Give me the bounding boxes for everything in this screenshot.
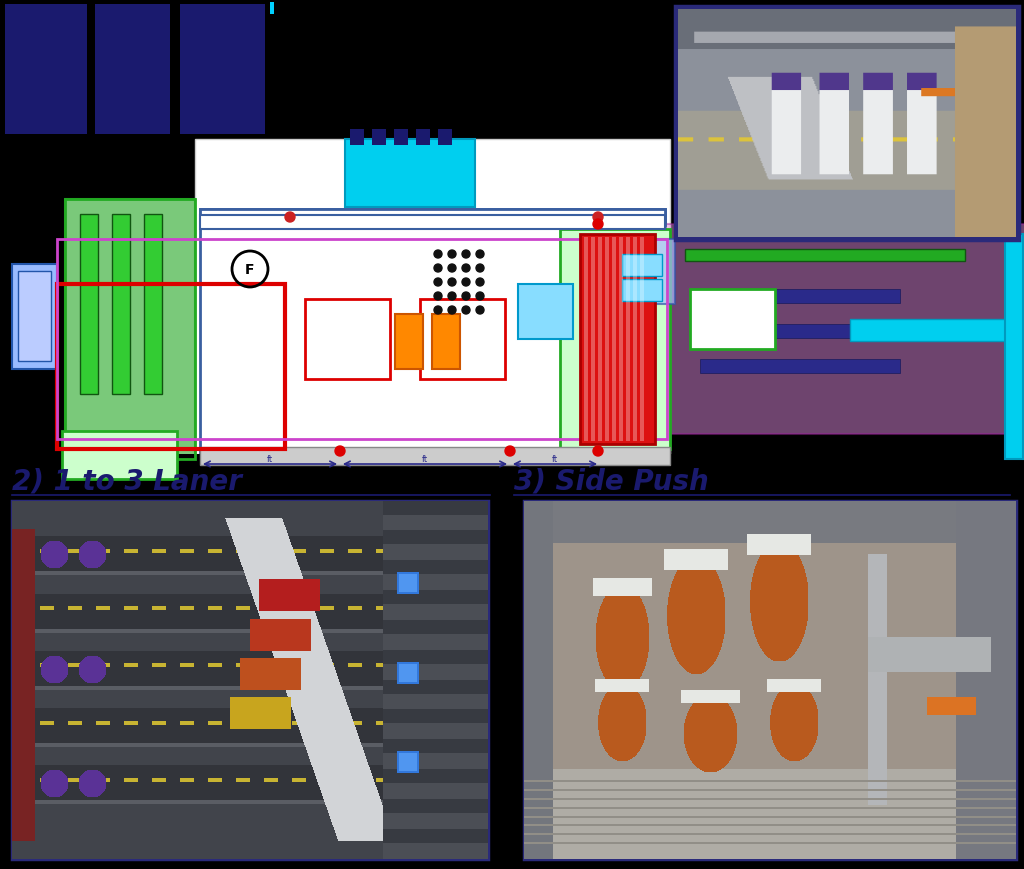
Bar: [626, 238, 630, 441]
Bar: [1005, 235, 1023, 460]
Bar: [200, 216, 665, 229]
Bar: [12, 265, 57, 369]
Circle shape: [449, 265, 456, 273]
Bar: [432, 315, 460, 369]
Bar: [560, 229, 670, 449]
Circle shape: [434, 293, 442, 301]
Bar: [200, 209, 665, 226]
Bar: [270, 3, 274, 15]
Bar: [685, 249, 965, 262]
Circle shape: [434, 279, 442, 287]
Circle shape: [476, 293, 484, 301]
Circle shape: [462, 251, 470, 259]
Bar: [584, 238, 588, 441]
Bar: [618, 238, 623, 441]
Bar: [518, 285, 573, 340]
Bar: [598, 238, 602, 441]
Bar: [678, 10, 1016, 238]
Bar: [622, 255, 662, 276]
Circle shape: [449, 293, 456, 301]
Bar: [524, 501, 1016, 859]
Bar: [345, 140, 475, 208]
Bar: [65, 200, 195, 460]
Circle shape: [449, 307, 456, 315]
Bar: [144, 215, 162, 395]
Circle shape: [462, 279, 470, 287]
Text: F: F: [246, 262, 255, 276]
Bar: [700, 360, 900, 374]
Bar: [580, 235, 655, 444]
Circle shape: [462, 265, 470, 273]
Bar: [62, 432, 177, 480]
Bar: [65, 200, 195, 460]
Bar: [395, 315, 423, 369]
Circle shape: [462, 293, 470, 301]
Circle shape: [434, 307, 442, 315]
Bar: [591, 238, 595, 441]
Text: 3) Side Push: 3) Side Push: [514, 468, 709, 495]
Circle shape: [593, 213, 603, 222]
Circle shape: [434, 251, 442, 259]
Bar: [305, 300, 390, 380]
Bar: [95, 5, 170, 135]
Bar: [640, 238, 644, 441]
Bar: [80, 215, 98, 395]
Bar: [112, 215, 130, 395]
Circle shape: [476, 265, 484, 273]
Bar: [690, 289, 775, 349]
Bar: [850, 320, 1010, 342]
Bar: [394, 129, 408, 146]
Circle shape: [335, 447, 345, 456]
Circle shape: [593, 220, 603, 229]
Bar: [372, 129, 386, 146]
Bar: [200, 209, 665, 454]
Bar: [612, 238, 616, 441]
Circle shape: [476, 279, 484, 287]
Circle shape: [462, 307, 470, 315]
Text: 2) 1 to 3 Laner: 2) 1 to 3 Laner: [12, 468, 242, 495]
Text: ft: ft: [422, 454, 428, 463]
Circle shape: [449, 279, 456, 287]
Bar: [200, 448, 670, 466]
Bar: [5, 5, 87, 135]
Bar: [990, 228, 1020, 240]
Bar: [420, 300, 505, 380]
Circle shape: [285, 213, 295, 222]
Bar: [622, 280, 662, 302]
Bar: [700, 289, 900, 303]
Bar: [180, 5, 265, 135]
Bar: [12, 501, 488, 859]
Bar: [675, 7, 1019, 241]
Circle shape: [505, 447, 515, 456]
Bar: [615, 240, 675, 305]
Bar: [57, 240, 667, 440]
Bar: [438, 129, 452, 146]
Text: ft: ft: [267, 454, 273, 463]
Circle shape: [476, 251, 484, 259]
Circle shape: [476, 307, 484, 315]
Bar: [700, 325, 900, 339]
Bar: [0, 454, 1024, 504]
Text: ft: ft: [552, 454, 558, 463]
Bar: [18, 272, 51, 362]
Bar: [57, 285, 285, 449]
Bar: [350, 129, 364, 146]
Circle shape: [593, 447, 603, 456]
Bar: [633, 238, 637, 441]
Bar: [195, 140, 670, 454]
Bar: [665, 225, 1024, 434]
Bar: [416, 129, 430, 146]
Circle shape: [434, 265, 442, 273]
Circle shape: [449, 251, 456, 259]
Bar: [605, 238, 609, 441]
